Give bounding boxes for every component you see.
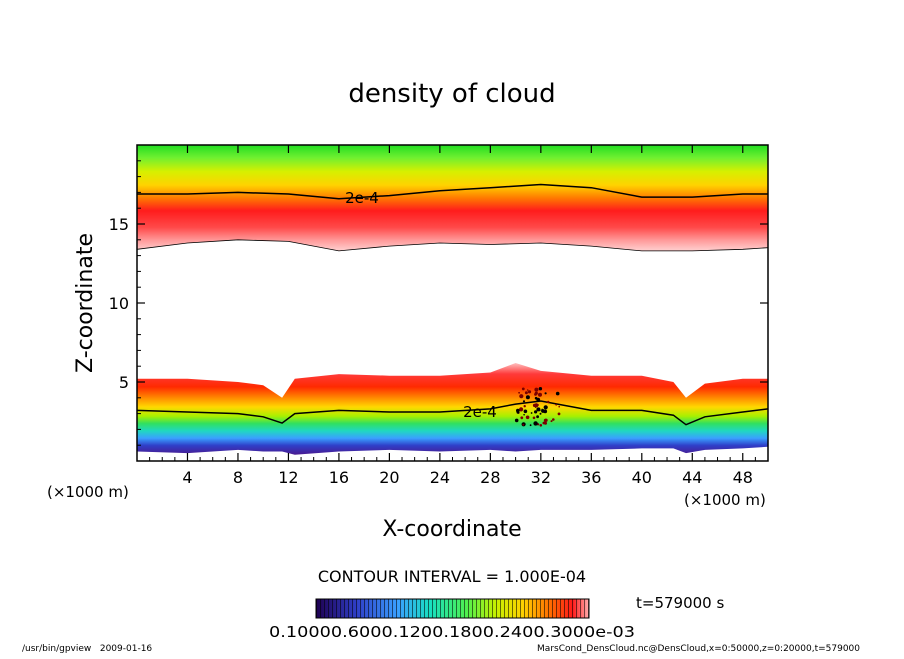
noise-mark: [543, 409, 548, 414]
lower-contour-2e-4: [137, 400, 768, 426]
noise-mark: [539, 424, 543, 427]
lower-contour-label: 2e-4: [463, 403, 497, 421]
y-tick-label: 15: [109, 215, 129, 234]
noise-mark: [520, 416, 524, 420]
x-tick-label: 32: [531, 468, 551, 487]
noise-mark: [557, 412, 561, 416]
upper-cloud-layer: [137, 145, 768, 251]
noise-mark: [536, 407, 541, 412]
x-axis-title: X-coordinate: [382, 517, 521, 542]
noise-mark: [522, 400, 526, 403]
noise-mark: [555, 403, 558, 406]
noise-mark: [543, 405, 548, 410]
x-tick-label: 8: [233, 468, 243, 487]
colorbar-stripes: [316, 599, 589, 618]
footer-source: MarsCond_DensCloud.nc@DensCloud,x=0:5000…: [537, 644, 860, 654]
noise-mark: [527, 390, 532, 394]
x-tick-label: 16: [329, 468, 349, 487]
noise-mark: [552, 418, 555, 421]
colorbar-frame: [315, 598, 590, 619]
upper-contour-label: 2e-4: [345, 189, 379, 207]
noise-mark: [532, 416, 536, 420]
x-tick-label: 36: [581, 468, 601, 487]
x-tick-label: 44: [682, 468, 702, 487]
noise-mark: [543, 418, 548, 423]
contour-interval-label: CONTOUR INTERVAL = 1.000E-04: [318, 567, 586, 586]
x-tick-label: 24: [430, 468, 450, 487]
noise-mark: [523, 409, 528, 414]
noise-mark: [558, 405, 560, 408]
noise-mark: [533, 421, 538, 426]
noise-mark: [514, 418, 519, 423]
noise-mark: [534, 410, 538, 414]
noise-mark: [534, 403, 539, 408]
noise-mark: [536, 397, 541, 402]
x-tick-label: 40: [632, 468, 652, 487]
noise-mark: [523, 405, 526, 408]
noise-mark: [526, 389, 529, 391]
noise-mark: [523, 413, 525, 416]
contour-noise-cluster: [514, 387, 561, 427]
noise-mark: [519, 407, 524, 412]
noise-mark: [539, 412, 542, 415]
footer-program: /usr/bin/gpview 2009-01-16: [22, 644, 152, 654]
y-tick-label: 10: [109, 294, 129, 313]
noise-mark: [534, 391, 538, 395]
x-tick-label: 28: [480, 468, 500, 487]
x-tick-label: 48: [733, 468, 753, 487]
time-label: t=579000 s: [636, 594, 724, 612]
chart-title: density of cloud: [348, 79, 555, 109]
plot-area: [137, 145, 768, 455]
noise-mark: [519, 394, 524, 399]
y-tick-label: 5: [119, 373, 129, 392]
noise-mark: [538, 392, 542, 397]
y-axis-title: Z-coordinate: [73, 233, 98, 373]
noise-mark: [524, 391, 528, 395]
noise-mark: [525, 395, 530, 400]
noise-mark: [541, 408, 544, 411]
noise-mark: [550, 420, 553, 423]
noise-mark: [536, 415, 539, 419]
x-tick-label: 20: [379, 468, 399, 487]
noise-mark: [516, 410, 520, 414]
noise-mark: [555, 391, 560, 396]
y-axis: 5 10 15: [109, 160, 768, 446]
upper-contour-2e-4: [137, 183, 768, 200]
x-unit-label-right: (×1000 m): [684, 491, 766, 509]
noise-mark: [547, 400, 550, 404]
noise-mark: [525, 415, 530, 420]
noise-mark: [530, 412, 533, 414]
noise-mark: [518, 391, 520, 394]
noise-mark: [544, 392, 547, 395]
noise-mark: [521, 387, 525, 391]
noise-mark: [538, 387, 543, 391]
colorbar-tick-labels: 0.10000.6000.1200.1800.2400.3000e-03: [269, 623, 635, 641]
noise-mark: [534, 387, 539, 392]
x-axis: 4 8 12 16 20 24 28 32 36 40 44 48: [149, 145, 756, 487]
x-tick-label: 12: [278, 468, 298, 487]
noise-mark: [529, 424, 532, 427]
upper-layer-edge: [137, 239, 768, 252]
noise-mark: [542, 421, 546, 425]
lower-cloud-layer: [137, 363, 768, 455]
x-unit-label-left: (×1000 m): [47, 483, 129, 501]
x-tick-label: 4: [182, 468, 192, 487]
noise-mark: [522, 423, 525, 426]
